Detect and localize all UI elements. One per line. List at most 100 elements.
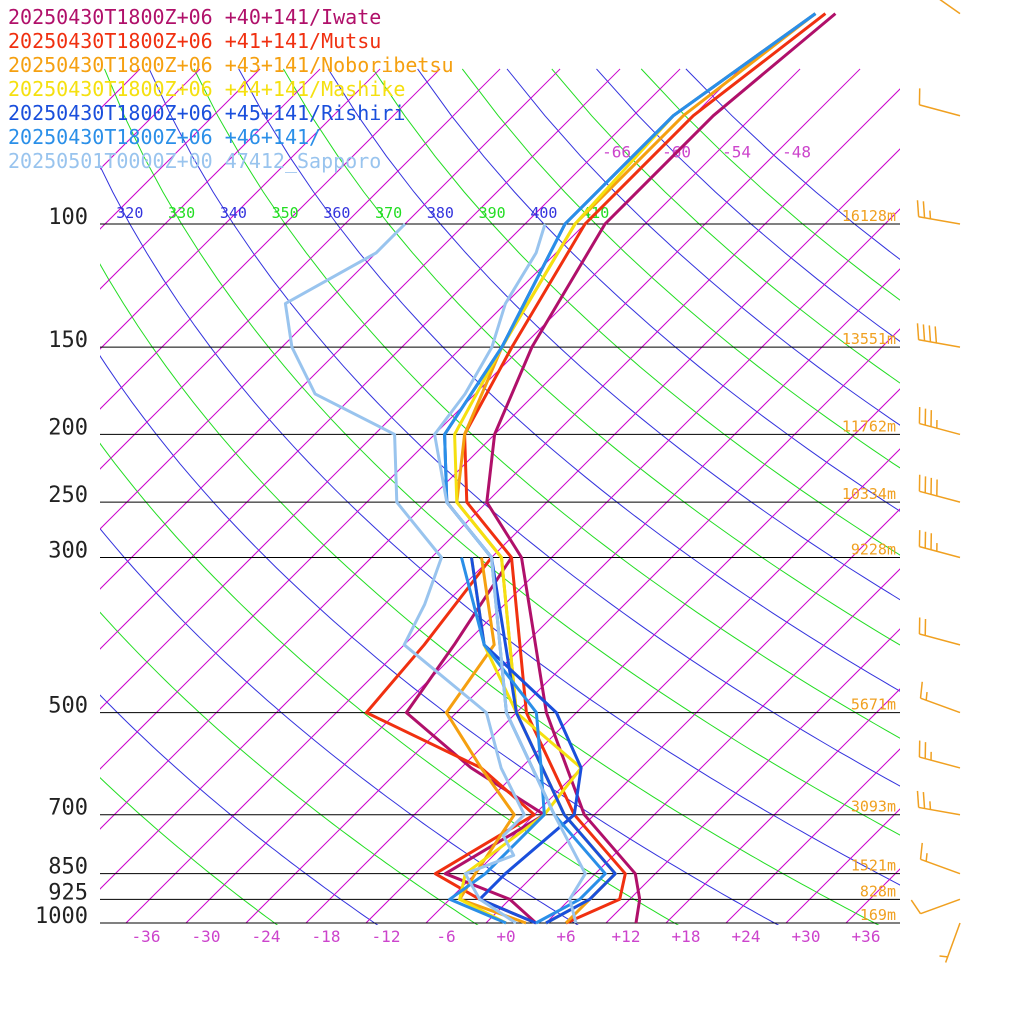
theta-label: 340 [220, 204, 247, 222]
wind-barb [939, 922, 961, 963]
isotherm-line [305, 328, 900, 924]
temperature-tick-label: -6 [436, 927, 455, 946]
dry-adiabat-line [640, 68, 900, 301]
dewpoint-profile [444, 557, 527, 925]
theta-label: 320 [116, 204, 143, 222]
wind-barb-half-feather [925, 853, 928, 862]
height-label: 13551m [842, 330, 896, 348]
wind-barb-staff [919, 756, 961, 769]
wind-barb [918, 530, 961, 559]
isotherm-line [0, 69, 20, 923]
isotherm-line [605, 628, 900, 924]
temperature-tick-label: -30 [192, 927, 221, 946]
wind-barb [916, 790, 961, 816]
height-label: 828m [860, 882, 896, 900]
wind-barb [918, 88, 961, 117]
dewpoint-profile [283, 222, 526, 925]
wind-barb [910, 898, 961, 915]
wind-barb-feather [922, 201, 926, 218]
theta-label: 390 [479, 204, 506, 222]
dry-adiabat-line [100, 164, 900, 886]
dry-adiabat-line [100, 263, 880, 925]
pressure-label: 500 [48, 694, 88, 719]
isotherm-line [100, 68, 621, 590]
height-label: 11762m [842, 417, 896, 435]
dry-adiabats [100, 68, 900, 925]
wind-barb-half-feather [929, 801, 932, 810]
wind-barb-feather [916, 323, 920, 340]
dry-adiabat-line [100, 442, 679, 925]
temperature-tick-label: +0 [496, 927, 515, 946]
isotherm-line [245, 268, 900, 924]
height-labels: 16128m 13551m 11762m 10334m 9228m 5671m 3093m 1… [842, 207, 896, 924]
temperature-tick-label: +12 [612, 927, 641, 946]
wind-barb-staff [918, 215, 961, 225]
dry-adiabat-line [238, 68, 900, 692]
wind-barb-staff [919, 422, 961, 436]
isotherm-line [100, 68, 261, 230]
sounding-profiles [283, 12, 837, 925]
dry-adiabat-line [104, 68, 900, 836]
legend-entry: 20250430T1800Z+06 +41+141/Mutsu [8, 29, 381, 53]
legend-entry: 20250430T1800Z+06 +45+141/Rishiri [8, 101, 405, 125]
pressure-label: 150 [48, 328, 88, 353]
theta-labels: 320 330 340 350 360 370 380 390 400 410 [116, 204, 609, 222]
isotherm-line [545, 568, 900, 924]
wind-barb [918, 407, 961, 436]
wind-barb-staff [919, 490, 961, 503]
dry-adiabat-line [100, 694, 379, 925]
temperature-tick-label: -24 [252, 927, 281, 946]
wind-barb [919, 681, 961, 714]
dry-adiabat-line [100, 527, 579, 925]
isotherm-line [100, 88, 900, 890]
wind-barb-staff [919, 545, 961, 559]
isotherm-line [125, 148, 900, 924]
temperature-tick-label: -36 [132, 927, 161, 946]
temperature-tick-label: -18 [312, 927, 341, 946]
wind-barb-staff [939, 0, 961, 15]
upper-isotherm-label: -54 [722, 142, 751, 161]
pressure-label: 300 [48, 539, 88, 564]
wind-barb [939, 0, 961, 15]
wind-barb-feather [928, 325, 932, 342]
isotherm-line [365, 388, 900, 924]
dry-adiabat-line [193, 68, 900, 739]
wind-barb [916, 200, 961, 225]
dry-adiabat-line [506, 68, 900, 426]
legend-entry: 20250430T1800Z+06 +40+141/Iwate [8, 5, 381, 29]
isotherm-line [966, 69, 1024, 923]
isotherm-line [185, 208, 900, 924]
isotherm-line [100, 68, 201, 170]
wind-barb [918, 474, 961, 503]
dry-adiabat-line [417, 68, 900, 512]
isotherm-line [100, 68, 801, 770]
wind-barb-half-feather [925, 691, 928, 701]
temperature-tick-label: +36 [852, 927, 881, 946]
dry-adiabat-line [100, 777, 279, 925]
theta-label: 330 [168, 204, 195, 222]
wind-barb-half-feather [939, 955, 948, 958]
legend-entry: 20250430T1800Z+06 +43+141/Noboribetsu [8, 53, 454, 77]
temperature-tick-label: +30 [792, 927, 821, 946]
isotherm-line [100, 68, 321, 290]
wind-barb-staff [920, 858, 961, 875]
pressure-label: 1000 [35, 904, 88, 929]
height-label: 3093m [851, 798, 896, 816]
dry-adiabat-line [372, 68, 900, 556]
wind-barb-feather [934, 326, 938, 343]
height-label: 1521m [851, 857, 896, 875]
wind-barb [916, 323, 961, 348]
wind-barb-staff [918, 339, 961, 348]
height-label: 169m [860, 906, 896, 924]
wind-barb-staff [918, 806, 961, 816]
theta-label: 350 [272, 204, 299, 222]
theta-label: 370 [375, 204, 402, 222]
pressure-label: 250 [48, 483, 88, 508]
legend-entry: 20250501T0000Z+00 47412_Sapporo [8, 149, 381, 173]
height-label: 5671m [851, 696, 896, 714]
wind-barb-feather [910, 899, 922, 915]
height-label: 9228m [851, 541, 896, 559]
temperature-profile [463, 12, 827, 925]
upper-isotherm-label: -48 [782, 142, 811, 161]
